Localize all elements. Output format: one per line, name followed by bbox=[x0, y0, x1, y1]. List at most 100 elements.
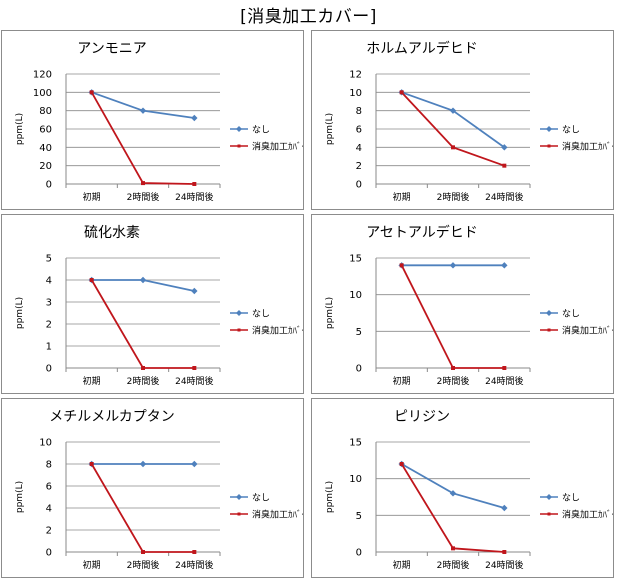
data-point bbox=[141, 181, 145, 186]
legend-marker bbox=[547, 328, 551, 332]
x-tick-label: 初期 bbox=[83, 375, 101, 387]
data-point bbox=[501, 144, 508, 151]
data-point bbox=[89, 90, 94, 95]
y-tick-label: 3 bbox=[46, 298, 52, 309]
data-point bbox=[501, 262, 508, 269]
legend-marker bbox=[547, 144, 551, 148]
data-point bbox=[139, 107, 147, 114]
legend-marker bbox=[237, 328, 241, 332]
y-tick-label: 60 bbox=[39, 125, 52, 136]
data-point bbox=[451, 366, 455, 370]
page-title: [消臭加工カバー] bbox=[240, 7, 377, 27]
y-tick-label: 120 bbox=[33, 70, 52, 81]
y-tick-label: 6 bbox=[356, 125, 362, 136]
chart-title: ピリジン bbox=[394, 409, 450, 425]
y-axis-label: ppm(L) bbox=[15, 113, 25, 145]
data-point bbox=[141, 366, 145, 370]
y-tick-label: 15 bbox=[349, 438, 362, 449]
y-axis-label: ppm(L) bbox=[15, 297, 25, 329]
data-point bbox=[141, 550, 145, 554]
y-tick-label: 2 bbox=[356, 161, 362, 172]
y-tick-label: 5 bbox=[356, 511, 362, 522]
x-tick-label: 24時間後 bbox=[485, 191, 523, 203]
chart-acetaldehyde: アセトアルデヒド 0 5 10 15 ppm(L) 初期 2時間後 24時間後 なし消臭加工ｶﾊﾞ… bbox=[325, 224, 613, 387]
chart-panel-formaldehyde: ホルムアルデヒド 0 2 4 6 8 10 12 ppm(L) 初期 2時間後 24時間後 なし 消臭加工… bbox=[311, 30, 614, 210]
series-line-2 bbox=[400, 463, 505, 553]
x-tick-label: 24時間後 bbox=[485, 559, 523, 571]
data-point bbox=[451, 546, 455, 551]
data-point bbox=[192, 182, 197, 186]
legend-marker bbox=[546, 126, 552, 132]
legend-marker bbox=[547, 512, 551, 516]
chart-methyl-mercaptan: メチルメルカプタン 0 2 4 6 8 10 ppm(L) 初期 2時間後 24時間後 なし消臭加工ｶ… bbox=[15, 409, 303, 571]
y-tick-label: 2 bbox=[46, 320, 52, 331]
x-tick-label: 初期 bbox=[393, 375, 411, 387]
y-axis-label: ppm(L) bbox=[15, 481, 25, 513]
x-tick-label: 24時間後 bbox=[175, 375, 213, 387]
y-tick-label: 80 bbox=[39, 106, 52, 117]
legend-label: 消臭加工ｶﾊﾞｰ bbox=[252, 509, 303, 521]
x-tick-label: 24時間後 bbox=[175, 191, 213, 203]
data-point bbox=[451, 145, 455, 150]
chart-title: 硫化水素 bbox=[84, 225, 140, 241]
x-tick-label: 2時間後 bbox=[437, 375, 470, 387]
chart-title: ホルムアルデヒド bbox=[366, 40, 478, 57]
data-point bbox=[192, 366, 197, 370]
y-tick-label: 5 bbox=[356, 327, 362, 338]
y-tick-label: 0 bbox=[356, 364, 362, 375]
data-point bbox=[191, 287, 198, 295]
chart-title: アセトアルデヒド bbox=[366, 224, 478, 241]
y-tick-label: 10 bbox=[349, 290, 362, 301]
data-point bbox=[89, 462, 94, 466]
y-axis-label: ppm(L) bbox=[325, 481, 335, 513]
x-tick-label: 初期 bbox=[393, 559, 411, 571]
legend-marker bbox=[546, 494, 552, 500]
data-point bbox=[139, 276, 147, 284]
y-tick-label: 10 bbox=[39, 438, 52, 449]
y-tick-label: 5 bbox=[46, 254, 52, 265]
x-tick-label: 24時間後 bbox=[175, 559, 213, 571]
series-line-1 bbox=[401, 91, 505, 149]
legend-marker bbox=[237, 512, 241, 516]
chart-panel-ammonia: アンモニア 0 20 40 60 80 100 120 ppm(L) 初期 2時間後 24時間後 なし消… bbox=[1, 30, 304, 210]
series-line-1 bbox=[91, 91, 195, 119]
data-point bbox=[191, 460, 198, 468]
data-point bbox=[502, 550, 507, 554]
legend-label: なし bbox=[252, 309, 270, 320]
legend-marker bbox=[546, 310, 552, 316]
legend-label: なし bbox=[562, 309, 580, 320]
data-point bbox=[502, 163, 507, 168]
legend-marker bbox=[236, 126, 242, 132]
y-tick-label: 0 bbox=[46, 180, 52, 191]
legend-marker bbox=[237, 144, 241, 148]
x-tick-label: 2時間後 bbox=[437, 191, 470, 203]
x-tick-label: 2時間後 bbox=[437, 559, 470, 571]
series-line-1 bbox=[401, 463, 505, 509]
legend-label: 消臭加工ｶﾊﾞｰ bbox=[562, 325, 613, 337]
data-point bbox=[399, 263, 404, 268]
data-point bbox=[89, 278, 94, 282]
x-tick-label: 2時間後 bbox=[127, 191, 160, 203]
data-point bbox=[449, 262, 457, 269]
y-tick-label: 0 bbox=[356, 548, 362, 559]
chart-title: メチルメルカプタン bbox=[49, 409, 175, 425]
x-tick-label: 2時間後 bbox=[127, 559, 160, 571]
y-tick-label: 4 bbox=[46, 276, 52, 287]
data-point bbox=[449, 107, 457, 114]
y-tick-label: 10 bbox=[349, 88, 362, 99]
y-tick-label: 4 bbox=[46, 504, 52, 515]
y-tick-label: 100 bbox=[33, 88, 52, 99]
data-point bbox=[192, 550, 197, 554]
y-axis-label: ppm(L) bbox=[325, 297, 335, 329]
y-axis-label: ppm(L) bbox=[325, 113, 335, 145]
x-tick-label: 24時間後 bbox=[485, 375, 523, 387]
data-point bbox=[501, 504, 508, 512]
data-point bbox=[399, 462, 404, 466]
y-tick-label: 10 bbox=[349, 474, 362, 485]
series-line-2 bbox=[90, 91, 195, 185]
legend-label: なし bbox=[562, 125, 580, 136]
y-tick-label: 12 bbox=[349, 70, 362, 81]
legend-marker bbox=[236, 310, 242, 316]
y-tick-label: 15 bbox=[349, 254, 362, 265]
legend-label: なし bbox=[252, 125, 270, 136]
